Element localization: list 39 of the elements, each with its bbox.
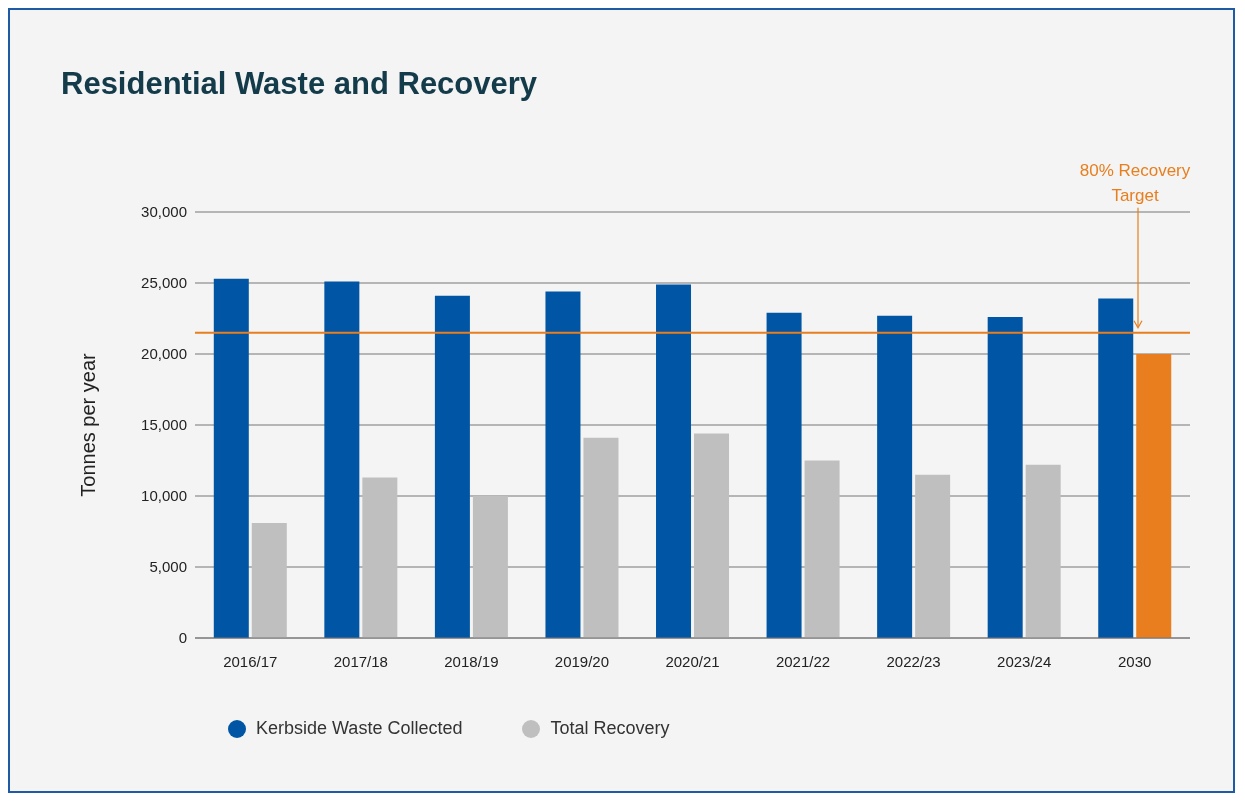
chart-title: Residential Waste and Recovery	[61, 66, 538, 102]
bar	[987, 317, 1023, 638]
bar	[434, 295, 470, 638]
bar	[877, 315, 913, 638]
bar	[766, 312, 802, 638]
bar	[251, 522, 287, 638]
bar	[1098, 298, 1134, 638]
bar	[804, 460, 840, 638]
bar	[915, 474, 951, 638]
x-tick-label: 2021/22	[775, 652, 831, 670]
y-tick-label: 10,000	[141, 487, 187, 505]
bar	[213, 278, 249, 638]
bar	[656, 284, 692, 638]
legend-label: Kerbside Waste Collected	[256, 718, 463, 739]
bar	[362, 477, 398, 638]
bar	[324, 281, 360, 638]
y-tick-label: 25,000	[141, 274, 187, 292]
y-tick-label: 30,000	[141, 203, 187, 221]
x-tick-label: 2016/17	[223, 652, 278, 670]
y-tick-label: 15,000	[141, 416, 187, 434]
x-tick-label: 2023/24	[997, 652, 1052, 670]
bar	[694, 433, 730, 638]
bar	[1025, 464, 1061, 638]
ref-line-label: 80% Recovery Target	[1079, 160, 1191, 205]
y-tick-label: 20,000	[141, 345, 187, 363]
bar	[472, 496, 508, 638]
bar	[545, 291, 581, 638]
x-tick-label: 2030	[1118, 652, 1152, 670]
x-tick-label: 2019/20	[554, 652, 610, 670]
x-tick-label: 2017/18	[333, 652, 388, 670]
x-tick-label: 2020/21	[665, 652, 720, 670]
legend-label: Total Recovery	[550, 718, 670, 739]
y-tick-label: 0	[178, 629, 187, 647]
y-tick-label: 5,000	[149, 558, 187, 576]
x-tick-label: 2018/19	[444, 652, 499, 670]
y-axis-title: Tonnes per year	[77, 352, 100, 497]
bar	[1136, 354, 1172, 638]
bar	[583, 437, 619, 638]
x-tick-label: 2022/23	[886, 652, 941, 670]
